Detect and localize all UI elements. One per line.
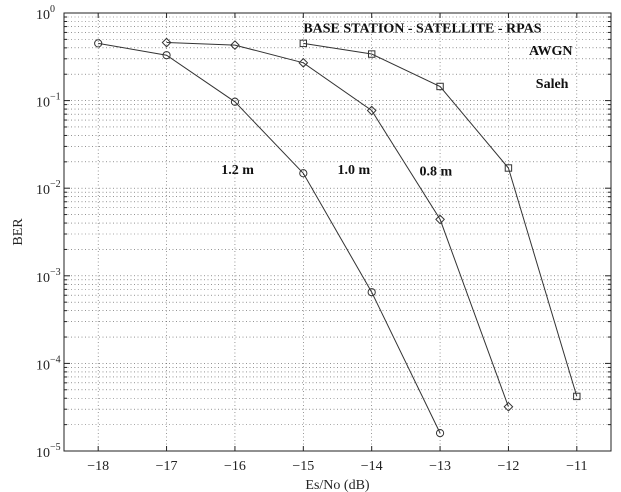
annotation: Saleh	[536, 77, 569, 92]
x-tick-label: −15	[292, 459, 314, 474]
x-tick-label: −13	[429, 459, 451, 474]
data-point-square	[299, 39, 308, 48]
series-line-1	[166, 42, 509, 407]
annotation: AWGN	[529, 44, 573, 59]
axis-ticks: −18 −17 −16 −15 −14 −13 −12 −11 100 10−1 10−2 10−3 1…	[36, 4, 611, 474]
data-point-diamond	[161, 37, 172, 48]
plot-frame	[63, 12, 612, 452]
x-tick-label: −17	[156, 459, 178, 474]
y-tick-label: 10−5	[36, 442, 61, 461]
series-line-2	[303, 42, 578, 397]
data-point-diamond	[230, 40, 240, 51]
x-axis-label: Es/No (dB)	[305, 478, 370, 492]
y-axis-label: BER	[11, 218, 26, 246]
annotation: 0.8 m	[420, 164, 453, 179]
data-point-circle	[299, 169, 308, 178]
annotations: BASE STATION - SATELLITE - RPAS AWGN Saleh…	[221, 21, 572, 179]
data-point-square	[504, 164, 513, 172]
series-lines	[94, 37, 581, 438]
x-tick-label: −11	[566, 459, 587, 474]
data-point-circle	[230, 97, 240, 106]
data-point-diamond	[298, 57, 309, 68]
data-point-diamond	[435, 214, 445, 225]
data-point-square	[436, 82, 444, 91]
x-tick-label: −16	[224, 459, 246, 474]
annotation: 1.0 m	[338, 163, 371, 178]
x-tick-label: −18	[87, 459, 109, 474]
annotation: BASE STATION - SATELLITE - RPAS	[303, 21, 541, 36]
y-tick-label: 10−3	[36, 267, 61, 286]
data-point-circle	[367, 288, 376, 297]
y-tick-label: 10−2	[36, 179, 61, 198]
series-line-0	[98, 42, 441, 434]
x-tick-label: −12	[497, 459, 519, 474]
y-tick-label: 10−4	[36, 354, 61, 373]
data-point-diamond	[366, 105, 377, 116]
data-point-square	[573, 392, 581, 401]
y-tick-label: 100	[36, 4, 55, 23]
data-point-circle	[94, 39, 103, 48]
y-tick-label: 10−1	[36, 92, 61, 111]
data-point-circle	[435, 429, 445, 438]
data-point-diamond	[503, 401, 514, 412]
x-tick-label: −14	[361, 459, 383, 474]
data-point-square	[367, 50, 376, 58]
annotation: 1.2 m	[221, 163, 254, 178]
data-point-circle	[162, 51, 171, 60]
